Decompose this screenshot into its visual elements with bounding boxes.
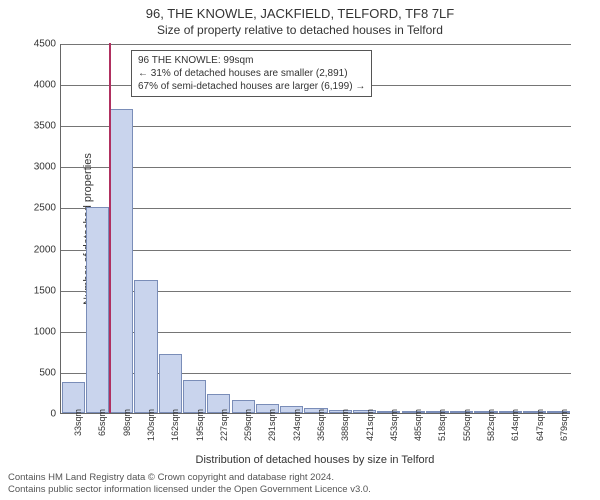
x-tick-label: 162sqm xyxy=(170,409,180,441)
title-subtitle: Size of property relative to detached ho… xyxy=(0,21,600,37)
y-tick-label: 3500 xyxy=(34,121,56,132)
y-tick-label: 2500 xyxy=(34,203,56,214)
y-tick-label: 500 xyxy=(39,367,56,378)
annotation-line: 96 THE KNOWLE: 99sqm xyxy=(138,54,365,67)
x-tick-label: 130sqm xyxy=(146,409,156,441)
x-tick-label: 227sqm xyxy=(219,409,229,441)
gridline xyxy=(61,44,571,45)
property-marker-line xyxy=(109,43,111,413)
x-tick-label: 388sqm xyxy=(340,409,350,441)
chart-container: 96, THE KNOWLE, JACKFIELD, TELFORD, TF8 … xyxy=(0,0,600,500)
y-tick-label: 0 xyxy=(50,409,56,420)
chart-area: Number of detached properties 0500100015… xyxy=(60,44,570,414)
x-tick-label: 614sqm xyxy=(510,409,520,441)
y-tick-label: 4000 xyxy=(34,80,56,91)
x-tick-label: 679sqm xyxy=(559,409,569,441)
plot-region: 05001000150020002500300035004000450033sq… xyxy=(60,44,570,414)
footer-attribution: Contains HM Land Registry data © Crown c… xyxy=(8,472,371,496)
annotation-line: 67% of semi-detached houses are larger (… xyxy=(138,80,365,93)
y-tick-label: 1500 xyxy=(34,285,56,296)
x-tick-label: 421sqm xyxy=(365,409,375,441)
gridline xyxy=(61,167,571,168)
annotation-line: ← 31% of detached houses are smaller (2,… xyxy=(138,67,365,80)
x-tick-label: 550sqm xyxy=(462,409,472,441)
y-tick-label: 1000 xyxy=(34,326,56,337)
x-tick-label: 65sqm xyxy=(97,409,107,436)
gridline xyxy=(61,250,571,251)
title-address: 96, THE KNOWLE, JACKFIELD, TELFORD, TF8 … xyxy=(0,0,600,21)
x-tick-label: 356sqm xyxy=(316,409,326,441)
x-tick-label: 195sqm xyxy=(195,409,205,441)
annotation-box: 96 THE KNOWLE: 99sqm← 31% of detached ho… xyxy=(131,50,372,97)
y-tick-label: 4500 xyxy=(34,39,56,50)
y-tick-label: 3000 xyxy=(34,162,56,173)
x-tick-label: 453sqm xyxy=(389,409,399,441)
x-tick-label: 291sqm xyxy=(267,409,277,441)
x-tick-label: 259sqm xyxy=(243,409,253,441)
histogram-bar xyxy=(159,354,182,413)
histogram-bar xyxy=(134,280,157,413)
x-tick-label: 33sqm xyxy=(73,409,83,436)
x-tick-label: 582sqm xyxy=(486,409,496,441)
histogram-bar xyxy=(86,207,109,413)
x-axis-label: Distribution of detached houses by size … xyxy=(60,454,570,466)
gridline xyxy=(61,208,571,209)
x-tick-label: 485sqm xyxy=(413,409,423,441)
histogram-bar xyxy=(110,109,133,413)
x-tick-label: 98sqm xyxy=(122,409,132,436)
footer-line1: Contains HM Land Registry data © Crown c… xyxy=(8,472,371,484)
gridline xyxy=(61,126,571,127)
x-tick-label: 647sqm xyxy=(535,409,545,441)
y-tick-label: 2000 xyxy=(34,244,56,255)
x-tick-label: 518sqm xyxy=(437,409,447,441)
footer-line2: Contains public sector information licen… xyxy=(8,484,371,496)
x-tick-label: 324sqm xyxy=(292,409,302,441)
